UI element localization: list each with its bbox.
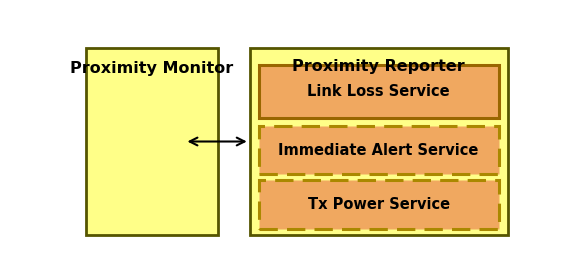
Text: Proximity Reporter: Proximity Reporter [292,59,465,74]
Text: Proximity Monitor: Proximity Monitor [71,61,234,76]
Bar [259,180,499,229]
Bar [250,48,508,235]
Bar [259,65,499,118]
Text: Tx Power Service: Tx Power Service [307,197,450,212]
Text: Link Loss Service: Link Loss Service [307,84,450,99]
Text: Immediate Alert Service: Immediate Alert Service [278,142,479,158]
Bar [86,48,218,235]
Bar [259,126,499,174]
